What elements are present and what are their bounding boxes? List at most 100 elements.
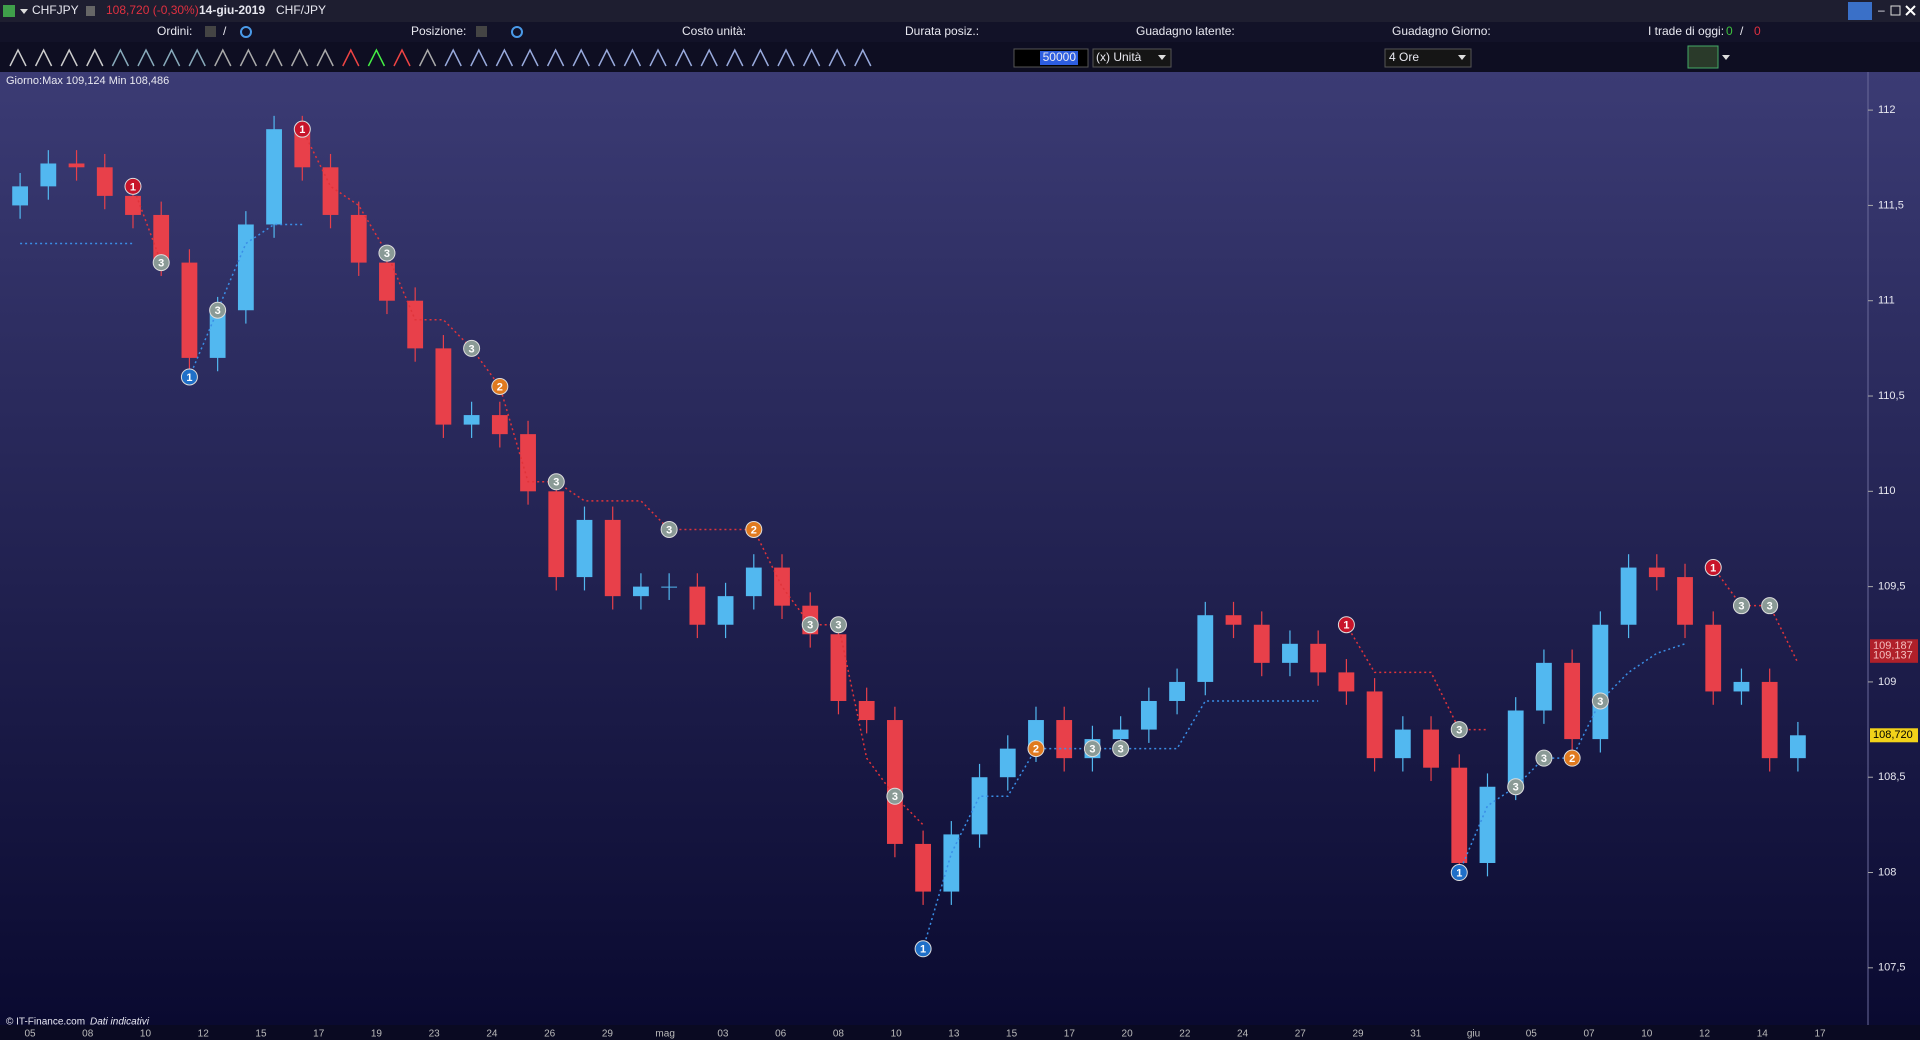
signal-label: 2	[751, 524, 757, 536]
tool-icon[interactable]	[418, 48, 437, 67]
tool-icon[interactable]	[572, 48, 590, 67]
x-tick-label: 19	[371, 1029, 383, 1040]
candle-body	[1253, 624, 1270, 663]
candle-body	[1394, 729, 1411, 759]
tool-icon[interactable]	[623, 48, 642, 67]
info-icon[interactable]	[86, 6, 95, 16]
candle-body	[407, 300, 424, 349]
app-icon	[3, 5, 15, 17]
tool-icon[interactable]	[239, 48, 258, 67]
symbol-menu[interactable]	[20, 9, 28, 14]
tool-icon[interactable]	[777, 48, 795, 67]
trades-today-label: I trade di oggi:	[1648, 24, 1724, 38]
x-tick-label: 10	[140, 1029, 152, 1040]
tool-icon[interactable]	[137, 48, 155, 67]
tool-icon[interactable]	[34, 48, 53, 67]
tool-icon[interactable]	[316, 48, 334, 67]
timeframe-value[interactable]: 4 Ore	[1389, 50, 1419, 64]
tool-icon[interactable]	[444, 48, 462, 67]
x-tick-label: 10	[1641, 1029, 1653, 1040]
signal-marker	[914, 940, 932, 958]
x-tick-label: 12	[1699, 1029, 1711, 1040]
unit-arrow[interactable]	[1158, 55, 1166, 60]
tool-icon[interactable]	[111, 48, 130, 67]
y-tick-label: 111	[1878, 295, 1895, 307]
chart-background	[0, 72, 1920, 1025]
tool-icon[interactable]	[802, 48, 821, 67]
candle-body	[1564, 662, 1581, 740]
tool-icon[interactable]	[86, 48, 104, 67]
candle-body	[491, 415, 508, 435]
candle-body	[1140, 700, 1157, 730]
candle-body	[379, 262, 395, 301]
signal-label: 3	[1597, 696, 1603, 708]
tool-icon[interactable]	[342, 48, 360, 67]
indicator-arrow[interactable]	[1722, 55, 1730, 60]
indicator-button[interactable]	[1687, 45, 1719, 69]
unit-select[interactable]	[1092, 48, 1172, 68]
copyright: © IT-Finance.com	[6, 1017, 85, 1028]
quantity-value[interactable]: 50000	[1043, 50, 1077, 64]
x-tick-label: 05	[1526, 1029, 1538, 1040]
tool-icon[interactable]	[214, 48, 232, 67]
trades-sep: /	[1740, 24, 1744, 38]
tool-icon[interactable]	[751, 48, 770, 67]
tool-icon[interactable]	[60, 48, 78, 67]
keyboard-button[interactable]	[1848, 2, 1872, 20]
candle-body	[1705, 624, 1722, 692]
tool-icon[interactable]	[188, 48, 206, 67]
trades-lost: 0	[1754, 24, 1761, 38]
duration-label: Durata posiz.:	[905, 24, 979, 38]
tool-icon[interactable]	[265, 48, 283, 67]
x-tick-label: 12	[198, 1029, 210, 1040]
unit-value[interactable]: (x) Unità	[1096, 50, 1142, 64]
x-tick-label: 03	[717, 1029, 729, 1040]
signal-label: 3	[1738, 601, 1744, 613]
signal-label: 3	[892, 791, 898, 803]
restore-button[interactable]	[1890, 5, 1901, 16]
tool-icon[interactable]	[9, 48, 27, 67]
signal-label: 3	[469, 343, 475, 355]
symbol[interactable]: CHFJPY	[32, 3, 79, 17]
signal-marker	[801, 616, 819, 634]
candle-body	[943, 834, 960, 892]
tool-icon[interactable]	[495, 48, 514, 67]
signal-marker	[491, 377, 509, 395]
tool-icon[interactable]	[700, 48, 718, 67]
orders-close[interactable]	[205, 26, 216, 37]
toolbar	[0, 42, 1920, 72]
candle-body	[661, 586, 678, 588]
tool-icon[interactable]	[649, 48, 667, 67]
y-tick-label: 107,5	[1878, 962, 1906, 974]
x-tick-label: 29	[602, 1029, 614, 1040]
x-tick-label: 26	[544, 1029, 556, 1040]
tool-icon[interactable]	[546, 48, 565, 67]
tool-icon[interactable]	[674, 48, 693, 67]
tool-icon[interactable]	[521, 48, 539, 67]
candle-body	[689, 586, 706, 625]
minimize-button[interactable]: –	[1878, 3, 1885, 17]
close-button[interactable]	[1905, 5, 1916, 16]
signal-marker	[1337, 616, 1355, 634]
tool-icon[interactable]	[828, 48, 846, 67]
tool-icon[interactable]	[162, 48, 181, 67]
tool-icon[interactable]	[470, 48, 488, 67]
signal-label: 3	[1767, 601, 1773, 613]
candle-body	[209, 310, 226, 358]
tool-icon[interactable]	[598, 48, 616, 67]
candle-body	[1733, 681, 1750, 692]
position-close[interactable]	[476, 26, 487, 37]
timeframe-arrow[interactable]	[1458, 55, 1466, 60]
tool-icon[interactable]	[726, 48, 744, 67]
timeframe-select[interactable]	[1384, 48, 1472, 68]
orders-settings[interactable]	[240, 26, 252, 38]
tool-icon[interactable]	[393, 48, 411, 67]
x-tick-label: 15	[255, 1029, 267, 1040]
candle-body	[350, 214, 367, 263]
tool-icon[interactable]	[367, 48, 386, 67]
position-settings[interactable]	[511, 26, 523, 38]
tool-icon[interactable]	[290, 48, 309, 67]
tool-icon[interactable]	[854, 48, 872, 67]
